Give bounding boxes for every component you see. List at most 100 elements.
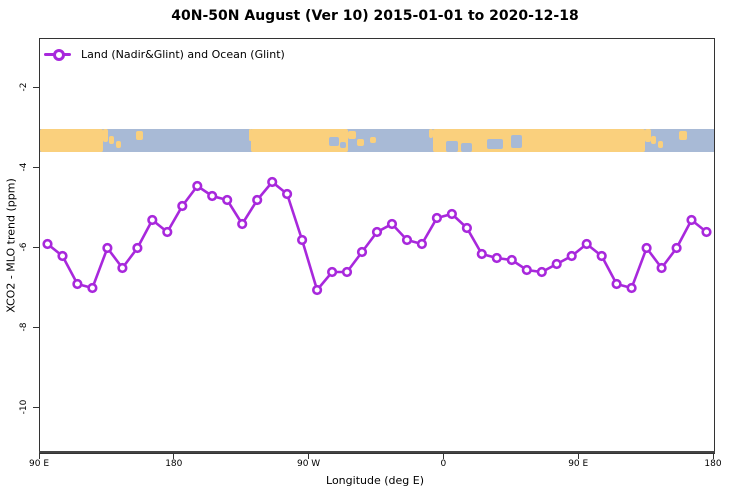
map-land-patch [645, 129, 651, 142]
y-tick-label: -2 [19, 82, 29, 92]
map-water-patch [487, 139, 503, 149]
x-tick-mark [577, 453, 579, 459]
data-point-marker [566, 250, 577, 262]
data-point-marker [57, 250, 68, 262]
map-land-patch [109, 136, 114, 144]
x-axis-line [39, 451, 715, 453]
data-point-marker [87, 282, 98, 294]
map-land-patch [136, 131, 143, 140]
x-tick-mark [442, 453, 444, 459]
y-tick-mark [33, 166, 39, 168]
data-point-marker [267, 176, 278, 188]
y-tick-label: -4 [19, 162, 29, 172]
map-land-patch [370, 137, 376, 143]
data-point-marker [611, 278, 622, 290]
y-tick-mark [33, 86, 39, 88]
map-water-patch [511, 135, 522, 148]
y-tick-mark [33, 246, 39, 248]
legend-line-sample [44, 48, 71, 61]
data-point-marker [147, 214, 158, 226]
data-point-marker [72, 278, 83, 290]
x-tick-label: 90 E [29, 459, 49, 469]
data-point-marker [476, 248, 487, 260]
data-point-marker [177, 200, 188, 212]
data-point-marker [626, 282, 637, 294]
map-water-patch [329, 137, 339, 146]
data-point-marker [102, 242, 113, 254]
data-point-marker [491, 252, 502, 264]
data-point-marker [416, 238, 428, 250]
data-point-marker [132, 242, 143, 254]
map-water-patch [340, 142, 346, 148]
data-point-marker [536, 266, 547, 278]
x-tick-label: 90 W [296, 459, 321, 469]
data-point-marker [581, 238, 592, 250]
data-point-marker [701, 226, 712, 238]
data-point-marker [192, 180, 203, 192]
data-point-marker [686, 214, 697, 226]
map-land-patch [658, 141, 663, 148]
x-tick-mark [308, 453, 310, 459]
plot-area: Land (Nadir&Glint) and Ocean (Glint) [39, 38, 715, 454]
data-point-marker [282, 188, 293, 200]
x-tick-mark [712, 453, 714, 459]
y-tick-mark [33, 406, 39, 408]
data-point-marker [656, 262, 667, 274]
data-point-marker [207, 190, 218, 202]
x-tick-label: 0 [440, 459, 447, 469]
legend: Land (Nadir&Glint) and Ocean (Glint) [44, 46, 285, 62]
data-point-marker [596, 250, 607, 262]
data-point-marker [671, 242, 682, 254]
data-point-marker [641, 242, 652, 254]
data-point-marker [446, 208, 458, 220]
map-land-patch [348, 131, 356, 139]
map-land-patch [433, 129, 645, 152]
data-point-marker [356, 246, 368, 258]
data-point-marker [431, 212, 443, 224]
data-point-marker [222, 194, 233, 206]
x-tick-label: 180 [165, 459, 183, 469]
data-point-marker [117, 262, 128, 274]
data-point-marker [252, 194, 263, 206]
map-land-patch [40, 129, 103, 152]
map-land-patch [249, 129, 252, 141]
map-water-patch [446, 141, 458, 152]
data-point-marker [327, 266, 338, 278]
x-tick-label: 180 [704, 459, 722, 469]
x-axis-title: Longitude (deg E) [326, 474, 424, 487]
data-series-svg [42, 176, 712, 296]
data-point-marker [162, 226, 173, 238]
map-land-patch [116, 141, 121, 148]
x-tick-label: 90 E [568, 459, 589, 469]
data-point-marker [341, 266, 353, 278]
data-point-marker [237, 218, 248, 230]
map-land-patch [651, 136, 656, 144]
y-tick-label: -8 [19, 322, 29, 332]
data-point-marker [521, 264, 532, 276]
data-point-marker [551, 258, 562, 270]
chart-title: 40N-50N August (Ver 10) 2015-01-01 to 20… [171, 8, 579, 24]
y-axis-title: XCO2 - MLO trend (ppm) [4, 178, 18, 313]
x-tick-mark [38, 453, 40, 459]
map-land-patch [103, 129, 108, 142]
data-point-marker [297, 234, 308, 246]
data-point-marker [461, 222, 473, 234]
land-ocean-map-strip [40, 129, 714, 152]
map-land-patch [429, 129, 433, 138]
data-point-marker [42, 238, 53, 250]
data-point-marker [312, 284, 323, 296]
data-point-marker [386, 218, 398, 230]
map-land-patch [251, 129, 348, 152]
y-tick-label: -10 [19, 399, 29, 415]
y-tick-label: -6 [19, 242, 29, 252]
legend-circle-marker-icon [53, 48, 65, 61]
data-point-marker [506, 254, 517, 266]
legend-label: Land (Nadir&Glint) and Ocean (Glint) [81, 47, 285, 61]
data-point-marker [371, 226, 383, 238]
map-land-patch [679, 131, 687, 140]
x-tick-mark [173, 453, 175, 459]
map-water-patch [461, 143, 472, 152]
map-land-patch [357, 139, 364, 146]
y-tick-mark [33, 326, 39, 328]
